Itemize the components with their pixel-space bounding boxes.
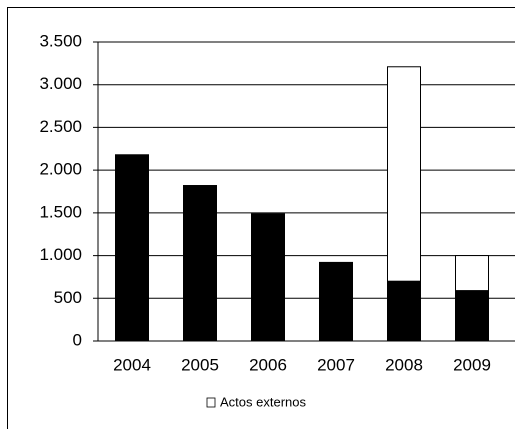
bar-segment: [387, 66, 421, 282]
bar-segment: [115, 154, 149, 342]
legend-swatch: [206, 397, 216, 408]
bar-segment: [387, 280, 421, 342]
x-tick-label: 2004: [113, 355, 151, 374]
x-tick-label: 2008: [385, 355, 423, 374]
bar-segment: [455, 255, 489, 292]
x-tick-label: 2006: [249, 355, 287, 374]
y-tick-label: 1.500: [39, 202, 82, 221]
y-tick-label: 1.000: [39, 245, 82, 264]
y-tick-label: 3.000: [39, 74, 82, 93]
y-tick-label: 0: [73, 330, 82, 349]
x-tick-label: 2007: [317, 355, 355, 374]
y-tick-label: 2.000: [39, 160, 82, 179]
y-tick-label: 2.500: [39, 117, 82, 136]
y-tick-label: 3.500: [39, 31, 82, 50]
y-tick-label: 500: [54, 288, 82, 307]
x-tick-label: 2005: [181, 355, 219, 374]
bar-segment: [319, 261, 353, 342]
bar-segment: [183, 185, 217, 342]
bar-segment: [251, 213, 285, 342]
legend-label: Actos externos: [220, 394, 306, 409]
x-tick-label: 2009: [453, 355, 491, 374]
bar-segment: [455, 290, 489, 342]
chart-frame: [7, 7, 515, 429]
